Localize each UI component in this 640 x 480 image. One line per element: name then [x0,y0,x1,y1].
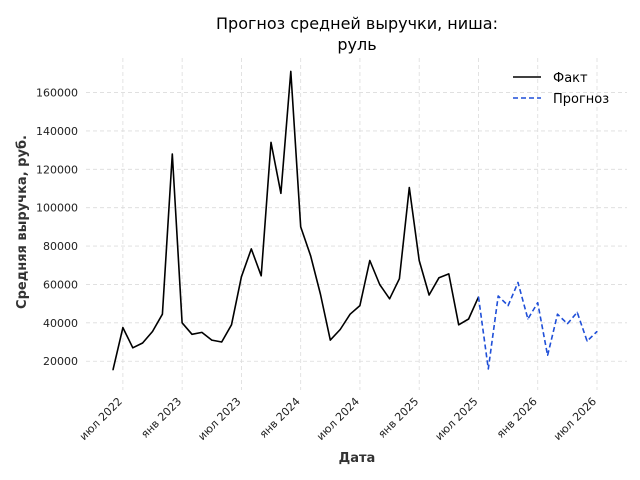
data-point-forecast [576,311,578,313]
y-tick-labels: 20000 40000 60000 80000 100000 120000 140000 16… [36,87,78,369]
data-point-fact [379,283,381,286]
x-tick-label: июл 2026 [551,395,599,443]
data-point-forecast [487,368,489,370]
data-point-fact [151,330,154,333]
legend-label-fact: Факт [553,71,588,86]
data-point-forecast [477,296,480,298]
grid-layer [86,58,627,390]
data-point-forecast [507,304,509,307]
data-point-forecast [517,281,519,284]
chart-title-line-2: руль [337,35,376,54]
data-point-fact [250,248,252,250]
data-point-fact [438,277,440,279]
data-point-fact [122,327,124,329]
data-point-fact [260,275,262,277]
data-point-fact [132,347,134,349]
data-point-fact [280,192,282,194]
y-tick-label: 80000 [43,240,78,253]
data-point-fact [418,259,420,262]
data-point-fact [349,313,351,315]
data-point-fact [398,278,401,280]
data-point-forecast [586,340,588,342]
series-layer [112,70,598,371]
data-point-fact [270,141,272,144]
data-point-forecast [497,295,499,297]
data-point-forecast [596,330,598,333]
data-point-fact [161,313,163,315]
y-tick-label: 60000 [43,278,78,291]
y-tick-label: 20000 [43,355,78,368]
data-point-fact [240,276,243,278]
y-axis-label: Средняя выручка, руб. [15,135,30,309]
data-point-fact [369,259,371,262]
data-point-fact [300,226,302,228]
data-point-fact [211,339,213,341]
x-axis-label: Дата [339,451,376,466]
y-tick-label: 100000 [36,202,78,215]
data-point-fact [319,293,322,295]
x-tick-labels: июл 2022 янв 2023 июл 2023 янв 2024 июл 2024… [77,395,599,443]
data-point-forecast [527,318,529,320]
data-point-fact [290,70,292,73]
x-tick-label: янв 2024 [257,395,303,441]
data-point-forecast [566,323,568,325]
x-tick-label: июл 2024 [314,395,362,443]
data-point-fact [221,341,223,343]
legend-label-forecast: Прогноз [553,92,609,107]
y-tick-label: 40000 [43,317,78,330]
data-point-fact [171,153,173,155]
data-point-fact [408,186,410,189]
data-point-fact [181,322,183,324]
x-tick-label: янв 2023 [138,395,184,441]
series-line-fact [112,70,480,370]
x-tick-label: июл 2022 [77,395,125,443]
data-point-fact [142,342,144,344]
y-tick-label: 120000 [36,163,78,176]
data-point-fact [309,255,312,257]
data-point-fact [112,369,114,371]
x-tick-label: янв 2025 [376,395,422,441]
data-point-fact [230,324,233,326]
chart-title-line-1: Прогноз средней выручки, ниша: [216,14,498,33]
data-point-fact [191,333,193,335]
data-point-forecast [556,313,559,315]
data-point-forecast [537,302,539,304]
legend: Факт Прогноз [513,71,609,107]
data-point-fact [428,294,430,296]
data-point-fact [339,328,341,331]
data-point-fact [329,339,331,341]
y-tick-label: 140000 [36,125,78,138]
data-point-fact [458,324,460,326]
x-tick-label: янв 2026 [494,395,540,441]
data-point-fact [448,273,450,275]
data-point-fact [201,331,203,334]
x-tick-label: июл 2025 [433,395,481,443]
data-point-fact [388,298,391,300]
data-point-fact [359,304,361,307]
data-point-fact [467,318,470,320]
y-tick-label: 160000 [36,87,78,100]
data-point-forecast [547,354,549,357]
x-tick-label: июл 2023 [195,395,243,443]
